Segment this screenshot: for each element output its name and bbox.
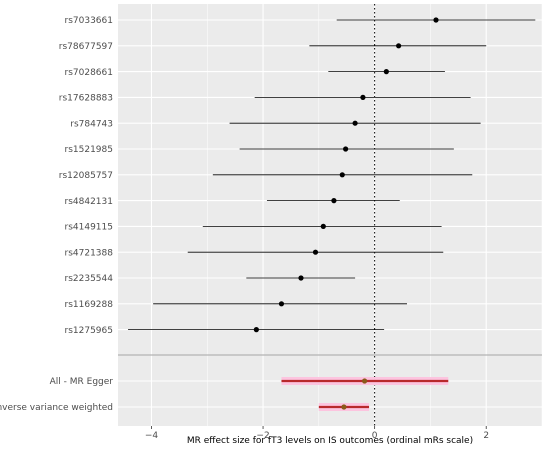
x-tick-label: −2 (256, 431, 269, 441)
row-label: rs78677597 (59, 42, 113, 52)
point-estimate (343, 146, 349, 152)
point-estimate (339, 172, 345, 178)
point-estimate (331, 198, 337, 204)
row-label: rs1169288 (65, 300, 114, 310)
x-tick-label: −4 (145, 431, 159, 441)
point-estimate (352, 120, 358, 126)
row-label: All - MR Egger (50, 377, 114, 387)
row-labels: rs7033661 rs78677597 rs7028661 rs17628883 rs… (0, 16, 113, 413)
row-label: All - Inverse variance weighted (0, 403, 113, 413)
x-tick-label: 2 (483, 431, 489, 441)
row-label: rs4721388 (65, 248, 114, 258)
chart-marks (128, 4, 536, 426)
x-axis-ticks: −4 −2 0 2 (145, 426, 489, 441)
point-estimate (320, 223, 326, 229)
x-axis-label: MR effect size for fT3 levels on IS outc… (187, 436, 473, 446)
point-estimate (253, 327, 259, 333)
row-label: rs4842131 (65, 197, 113, 207)
row-label: rs1521985 (65, 145, 113, 155)
row-label: rs12085757 (59, 171, 113, 181)
row-label: rs17628883 (59, 94, 113, 104)
point-estimate (396, 43, 402, 49)
point-estimate (298, 275, 304, 281)
point-estimate (433, 17, 439, 23)
point-estimate (383, 69, 389, 75)
plot-panel (118, 4, 542, 426)
row-label: rs7028661 (65, 68, 113, 78)
row-label: rs1275965 (65, 326, 113, 336)
row-label: rs7033661 (65, 16, 113, 26)
summary-point-estimate (341, 404, 347, 410)
point-estimate (360, 94, 366, 100)
row-label: rs784743 (70, 119, 113, 129)
x-tick-label: 0 (372, 431, 378, 441)
row-label: rs2235544 (65, 274, 114, 284)
point-estimate (278, 301, 285, 307)
point-estimate (312, 249, 319, 255)
summary-point-estimate (361, 378, 368, 384)
row-label: rs4149115 (65, 223, 113, 233)
